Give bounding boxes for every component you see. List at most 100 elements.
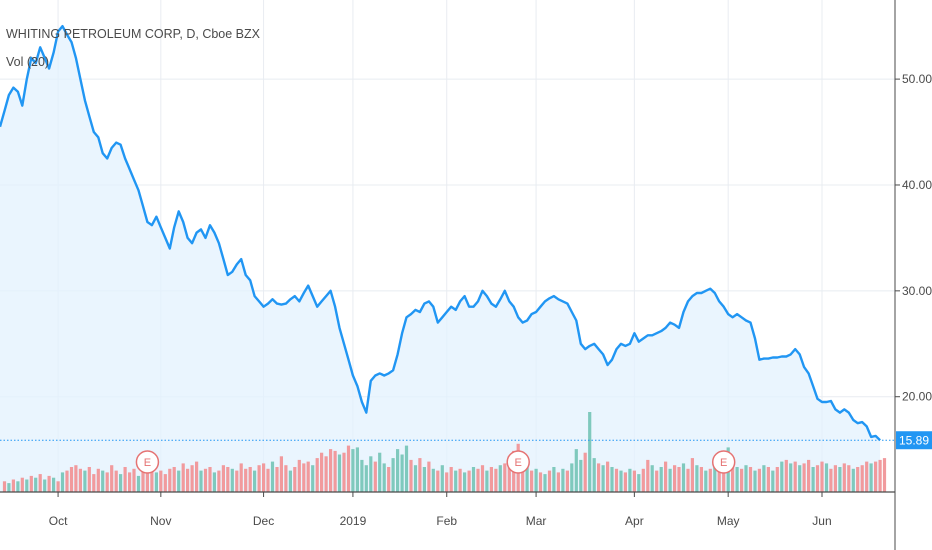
volume-bar <box>329 449 333 492</box>
volume-bar <box>333 450 337 492</box>
volume-bar <box>440 465 444 492</box>
volume-bar <box>136 475 141 492</box>
x-tick-label: May <box>717 514 740 528</box>
volume-bar <box>471 467 476 492</box>
volume-bar <box>771 470 775 492</box>
volume-bar <box>668 468 672 492</box>
last-price-value: 15.89 <box>899 434 929 448</box>
volume-bar <box>208 467 212 492</box>
volume-bar <box>342 452 346 492</box>
volume-bar <box>842 463 846 492</box>
volume-bar <box>114 470 118 492</box>
volume-bar <box>878 459 882 492</box>
volume-bar <box>619 470 623 492</box>
volume-bar <box>181 463 185 492</box>
x-tick-label: Dec <box>253 514 274 528</box>
volume-bar <box>775 467 779 492</box>
volume-bar <box>780 461 784 492</box>
volume-bar <box>690 458 694 492</box>
volume-bar <box>311 465 315 492</box>
volume-bar <box>373 461 377 492</box>
volume-bar <box>699 467 703 492</box>
volume-indicator-label[interactable]: Vol (20) <box>6 55 50 69</box>
volume-bar <box>467 470 471 492</box>
volume-bar <box>422 467 426 492</box>
volume-bar <box>708 468 712 492</box>
volume-bar <box>74 465 78 492</box>
volume-bar <box>226 467 230 492</box>
volume-bar <box>628 468 632 492</box>
volume-bar <box>257 465 261 492</box>
volume-bar <box>87 467 91 492</box>
volume-bar <box>244 468 248 492</box>
volume-bar <box>297 459 301 492</box>
volume-bar <box>556 472 560 492</box>
volume-bar <box>637 474 641 492</box>
volume-bar <box>561 468 565 492</box>
volume-bar <box>623 472 627 492</box>
volume-bar <box>288 470 292 492</box>
volume-bar <box>351 449 355 492</box>
volume-bar <box>119 474 123 492</box>
volume-bar <box>52 477 56 492</box>
volume-bar <box>570 463 574 492</box>
volume-bar <box>748 467 753 492</box>
volume-bar <box>811 467 815 492</box>
volume-bar <box>302 463 306 492</box>
volume-bar <box>802 463 806 492</box>
chart-title: WHITING PETROLEUM CORP, D, Cboe BZX <box>6 27 260 41</box>
volume-bar <box>275 467 279 492</box>
volume-bar <box>865 461 869 492</box>
volume-bar <box>262 463 266 492</box>
last-price-badge: 15.89 <box>896 431 932 450</box>
volume-bar <box>11 479 15 492</box>
volume-bar <box>43 479 47 492</box>
volume-bar <box>400 454 404 492</box>
volume-bar <box>324 456 328 492</box>
x-tick-label: Apr <box>625 514 644 528</box>
volume-bar <box>29 475 33 492</box>
volume-bar <box>463 472 467 492</box>
volume-bar <box>221 465 225 492</box>
volume-bar <box>96 468 100 492</box>
volume-bar <box>445 472 449 492</box>
volume-bar <box>190 465 194 492</box>
volume-bar <box>253 470 257 492</box>
volume-bar <box>270 461 275 492</box>
volume-bar <box>538 472 543 492</box>
volume-bar <box>753 470 757 492</box>
volume-bar <box>436 470 440 492</box>
volume-bar <box>65 470 69 492</box>
volume-bar <box>132 468 136 492</box>
earnings-marker: E <box>135 450 160 474</box>
volume-bar <box>869 463 873 492</box>
volume-bar <box>195 461 199 492</box>
volume-bar <box>431 468 435 492</box>
volume-bar <box>641 468 645 492</box>
volume-bar <box>489 467 493 492</box>
y-tick-label: 30.00 <box>902 284 932 298</box>
volume-bar <box>16 481 20 492</box>
volume-bar <box>217 470 221 492</box>
volume-bar <box>69 467 74 492</box>
volume-bar <box>458 468 462 492</box>
price-line <box>0 25 881 442</box>
volume-bar <box>409 459 413 492</box>
volume-bar <box>230 468 234 492</box>
volume-bar <box>543 474 547 492</box>
volume-bar <box>454 470 458 492</box>
volume-bar <box>583 452 587 492</box>
volume-bar <box>168 468 172 492</box>
earnings-marker: E <box>506 450 530 474</box>
x-tick-label: 2019 <box>340 514 367 528</box>
volume-bar <box>123 467 127 492</box>
volume-bar <box>824 463 829 492</box>
volume-bar <box>882 458 887 492</box>
volume-bar <box>650 465 654 492</box>
volume-bar <box>163 474 167 492</box>
volume-bar <box>717 465 721 492</box>
volume-bar <box>239 463 243 492</box>
volume-bar <box>110 465 114 492</box>
